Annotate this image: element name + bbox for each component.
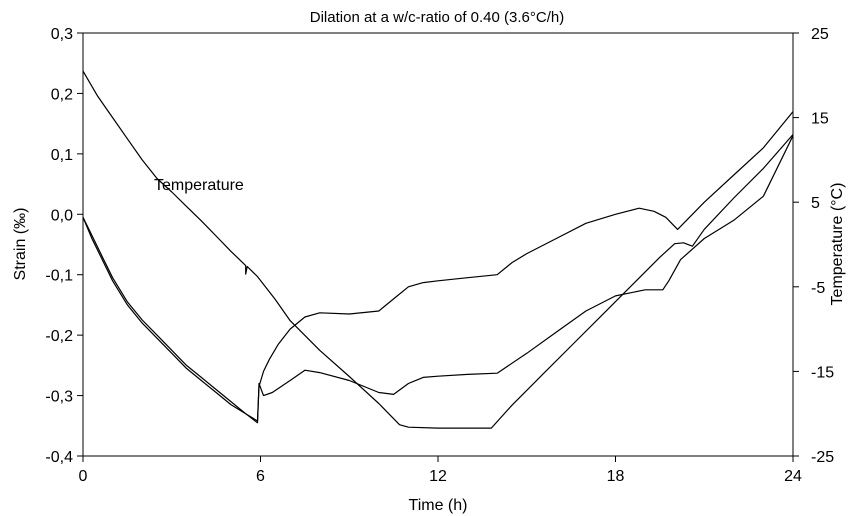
x-tick-label: 0 (79, 468, 88, 485)
series-line-0 (82, 70, 794, 429)
y-axis-right: -25 -15 -5 5 15 25 (793, 26, 834, 466)
y-tick-label: -0,1 (45, 268, 73, 285)
y-tick-label: -0,3 (45, 389, 73, 406)
chart-title: Dilation at a w/c-ratio of 0.40 (3.6°C/h… (310, 9, 564, 26)
y2-tick-label: -15 (811, 364, 834, 381)
y-axis-left: -0,4 -0,3 -0,2 -0,1 0,0 0,1 0,2 0,3 (45, 26, 83, 466)
x-tick-label: 18 (607, 468, 625, 485)
y-tick-label: 0,2 (51, 86, 73, 103)
y-tick-label: 0,3 (51, 26, 73, 43)
y-tick-label: -0,2 (45, 328, 73, 345)
y-axis-title: Strain (‰) (12, 208, 29, 281)
x-axis-title: Time (h) (409, 497, 468, 514)
x-tick-label: 12 (429, 468, 447, 485)
y-tick-label: -0,4 (45, 449, 73, 466)
y2-tick-label: 5 (811, 195, 820, 212)
annotation-layer: Temperature (154, 177, 244, 194)
y-tick-label: 0,0 (51, 207, 73, 224)
annotation-label: Temperature (154, 177, 244, 194)
y2-tick-label: -25 (811, 449, 834, 466)
y2-tick-label: -5 (811, 280, 825, 297)
series-line-2 (82, 135, 794, 424)
y2-tick-label: 25 (811, 26, 829, 43)
x-tick-label: 24 (784, 468, 802, 485)
x-axis: 0 6 12 18 24 (79, 456, 802, 485)
y2-tick-label: 15 (811, 111, 829, 128)
y-tick-label: 0,1 (51, 147, 73, 164)
x-tick-label: 6 (256, 468, 265, 485)
y2-axis-title: Temperature (°C) (829, 183, 846, 306)
series-line-1 (82, 111, 794, 422)
series-layer (82, 70, 794, 429)
